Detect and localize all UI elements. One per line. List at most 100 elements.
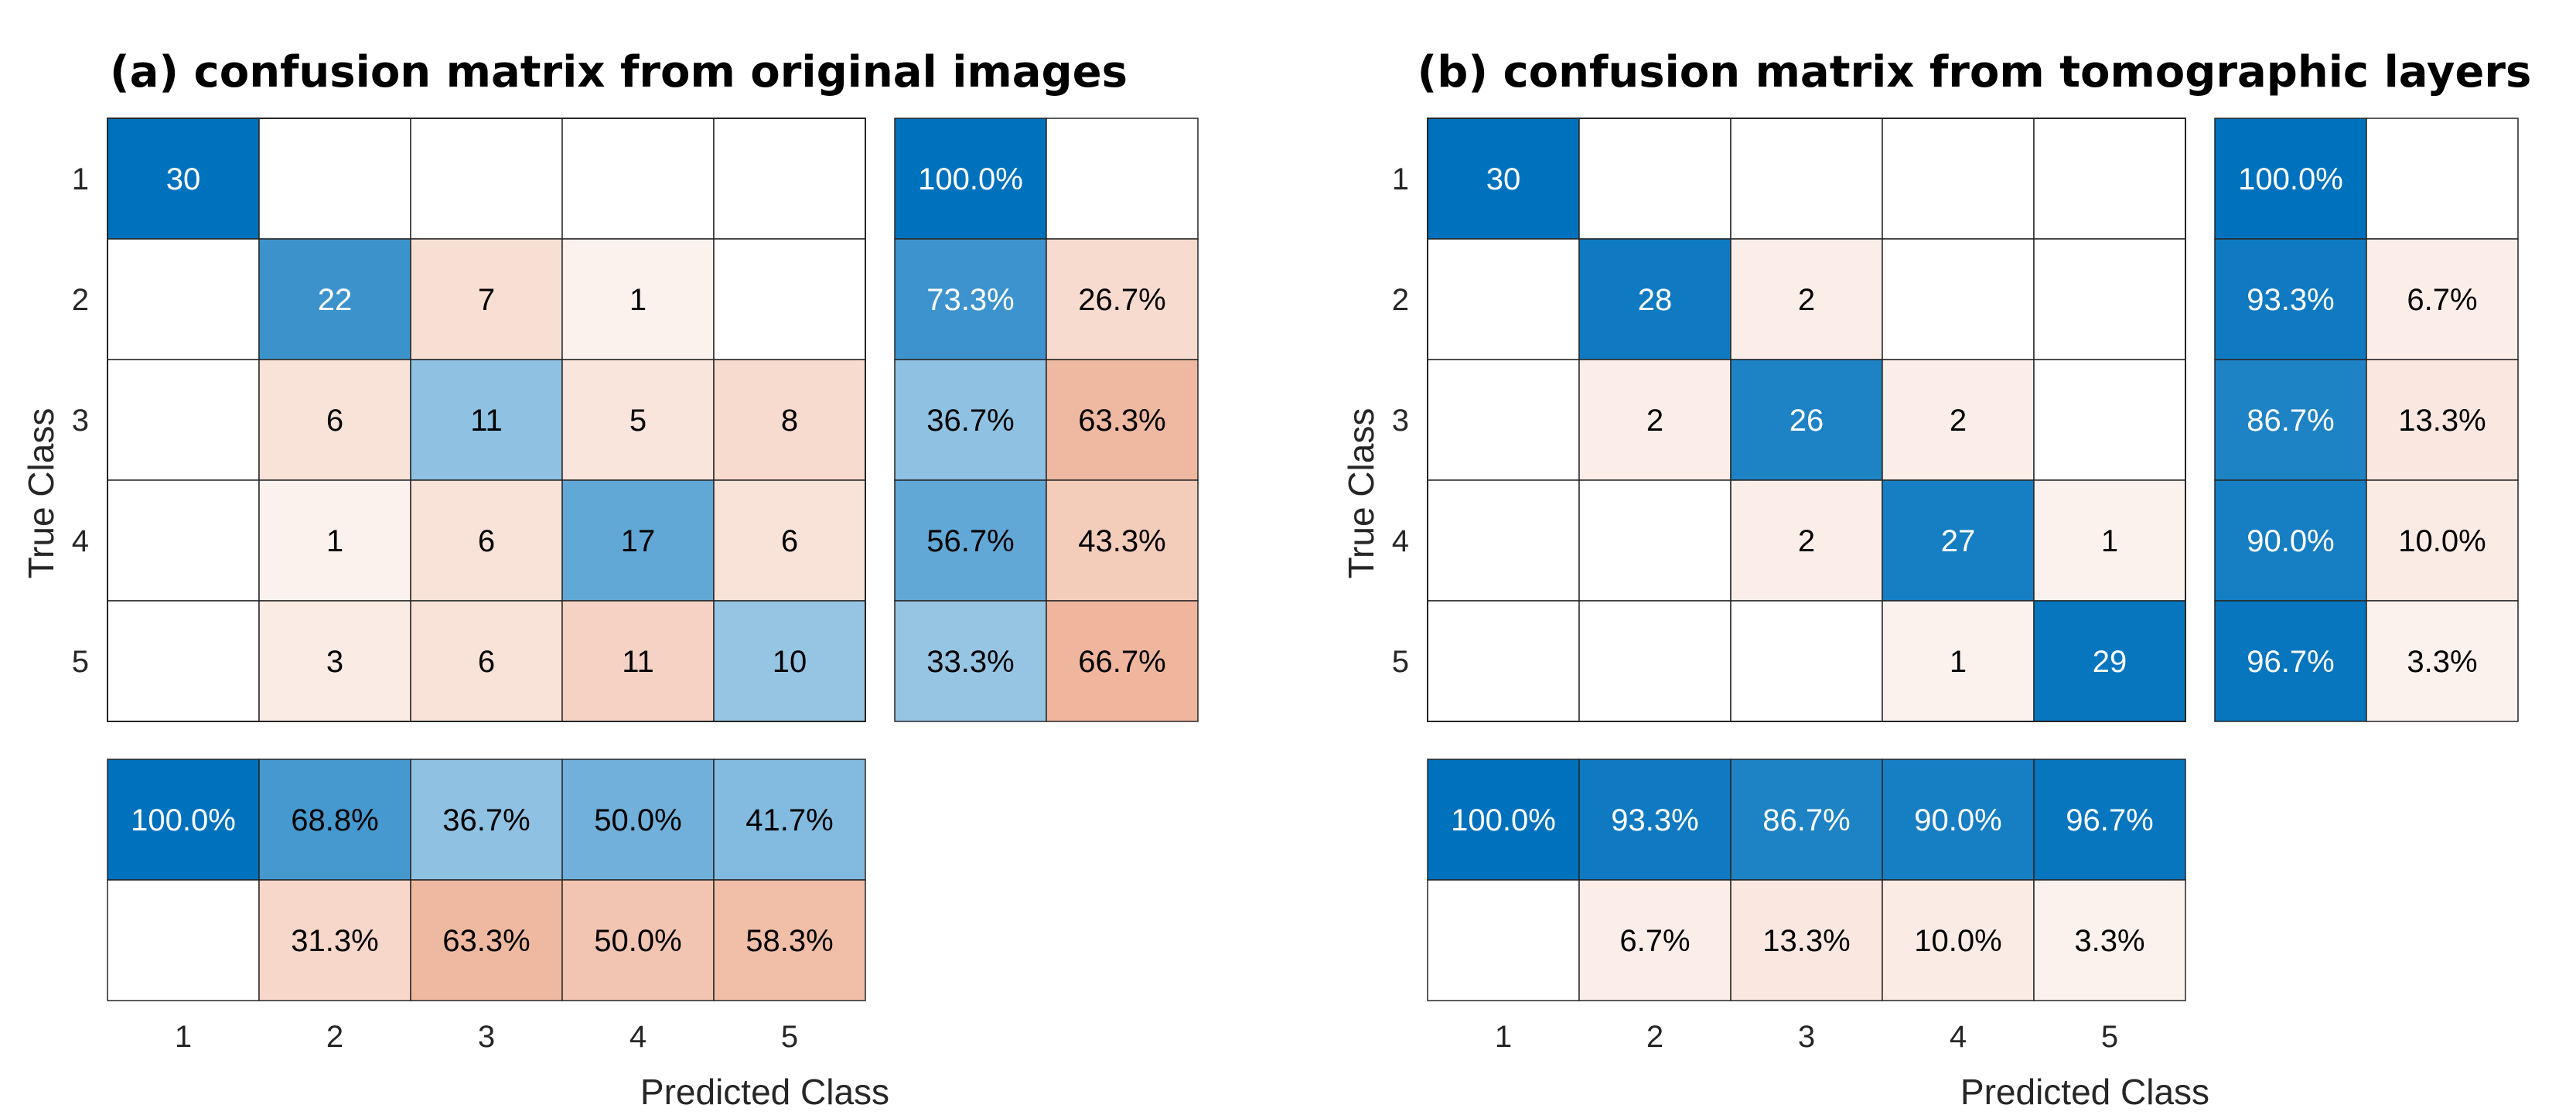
chart-0-cell-r4-c1-fill bbox=[107, 479, 260, 602]
chart-0-cell-r3-c2-label: 6 bbox=[326, 404, 343, 438]
chart-1-cell-r3-c5-fill bbox=[2033, 359, 2186, 481]
chart-1-row-summary-r2-incorrect-label: 6.7% bbox=[2407, 283, 2477, 317]
chart-1-col-summary-incorrect-c4-fill bbox=[1882, 879, 2035, 1001]
chart-1-cell-r1-c3 bbox=[1730, 118, 1883, 240]
chart-0-row-summary-r4-correct-label: 56.7% bbox=[926, 524, 1014, 558]
chart-0-cell-r3-c4-label: 5 bbox=[629, 404, 647, 438]
chart-0-row-summary-r1-incorrect bbox=[1046, 118, 1199, 240]
chart-1-col-summary-correct-c1: 100.0% bbox=[1427, 759, 1580, 881]
chart-1-row-summary-r4-incorrect-label: 10.0% bbox=[2398, 524, 2486, 558]
chart-1-x-tick-5: 5 bbox=[2101, 1020, 2118, 1054]
chart-0-col-summary-correct-c4-fill bbox=[561, 759, 715, 881]
chart-1-matrix-frame bbox=[1427, 118, 2186, 722]
chart-1-row-summary-r2-incorrect-fill bbox=[2366, 238, 2519, 360]
chart-0-cell-r3-c1-fill bbox=[107, 359, 260, 481]
chart-0-cell-r1-c3-fill bbox=[410, 118, 563, 240]
chart-1-row-summary-r4-correct: 90.0% bbox=[2214, 479, 2367, 602]
chart-0-col-summary-correct-c5-label: 41.7% bbox=[746, 803, 833, 837]
chart-1-cell-r5-c1-fill bbox=[1427, 600, 1580, 722]
chart-1-cell-r1-c5 bbox=[2033, 118, 2186, 240]
chart-1-cell-r1-c4 bbox=[1882, 118, 2035, 240]
chart-0-cell-r5-c3-fill bbox=[410, 600, 563, 722]
chart-0-y-tick-5: 5 bbox=[72, 645, 89, 679]
chart-0-cell-r4-c3-fill bbox=[410, 479, 563, 602]
chart-1-cell-r5-c2 bbox=[1578, 600, 1732, 722]
chart-1-cell-r2-c5-fill bbox=[2033, 238, 2186, 360]
chart-0-cell-r2-c3: 7 bbox=[410, 238, 563, 360]
chart-1-cell-r5-c3-fill bbox=[1730, 600, 1883, 722]
chart-1-col-summary-incorrect-c4-label: 10.0% bbox=[1914, 924, 2001, 958]
chart-1-cell-r1-c1: 30 bbox=[1427, 118, 1580, 240]
chart-1-col-summary-correct-c1-label: 100.0% bbox=[1451, 803, 1556, 837]
chart-1-cell-r1-c1-label: 30 bbox=[1486, 162, 1521, 196]
chart-0-cell-r5-c4: 11 bbox=[561, 600, 715, 722]
chart-1-row-summary-r1-correct: 100.0% bbox=[2214, 118, 2367, 240]
chart-1-x-tick-2: 2 bbox=[1646, 1020, 1663, 1054]
chart-1-cell-r1-c5-fill bbox=[2033, 118, 2186, 240]
chart-0-cell-r4-c1 bbox=[107, 479, 260, 602]
chart-0-cell-r3-c2: 6 bbox=[258, 359, 411, 481]
chart-0-cell-r5-c5: 10 bbox=[713, 600, 866, 722]
chart-0-cell-r3-c2-fill bbox=[258, 359, 411, 481]
chart-1-col-summary-incorrect-c2-label: 6.7% bbox=[1619, 924, 1690, 958]
chart-1-cell-r3-c2-fill bbox=[1578, 359, 1732, 481]
chart-1-col-summary-incorrect-c3: 13.3% bbox=[1730, 879, 1883, 1001]
chart-0-row-summary-r2-correct: 73.3% bbox=[894, 238, 1047, 360]
chart-1-cell-r2-c5 bbox=[2033, 238, 2186, 360]
chart-1-cell-r5-c4-label: 1 bbox=[1950, 645, 1967, 679]
chart-1-cell-r1-c2 bbox=[1578, 118, 1732, 240]
chart-0-cell-r1-c5-fill bbox=[713, 118, 866, 240]
chart-0-cell-r2-c4: 1 bbox=[561, 238, 715, 360]
chart-a: (a) confusion matrix from original image… bbox=[21, 47, 1199, 1112]
chart-1-cell-r5-c4-fill bbox=[1882, 600, 2035, 722]
chart-0-cell-r4-c4: 17 bbox=[561, 479, 715, 602]
chart-0-cell-r3-c1 bbox=[107, 359, 260, 481]
chart-0-cell-r2-c5 bbox=[713, 238, 866, 360]
chart-0-row-summary-r2-correct-label: 73.3% bbox=[926, 283, 1014, 317]
chart-1-row-summary-r3-correct: 86.7% bbox=[2214, 359, 2367, 481]
chart-1-col-summary-incorrect-c2: 6.7% bbox=[1578, 879, 1732, 1001]
chart-1-row-summary-r3-incorrect-label: 13.3% bbox=[2398, 404, 2486, 438]
chart-1-row-summary-r4-correct-label: 90.0% bbox=[2247, 524, 2334, 558]
chart-b-x-axis-label: Predicted Class bbox=[1960, 1072, 2209, 1112]
chart-0-row-summary-r5-incorrect: 66.7% bbox=[1046, 600, 1199, 722]
chart-1-cell-r3-c4: 2 bbox=[1882, 359, 2035, 481]
chart-0-row-summary-r5-correct-label: 33.3% bbox=[926, 645, 1014, 679]
chart-1-cell-r2-c2-label: 28 bbox=[1638, 283, 1673, 317]
chart-a-title: (a) confusion matrix from original image… bbox=[110, 47, 1128, 97]
chart-0-row-summary-r3-incorrect-fill bbox=[1046, 359, 1199, 481]
chart-0-cell-r1-c3 bbox=[410, 118, 563, 240]
chart-0-cell-r5-c4-label: 11 bbox=[622, 645, 654, 679]
chart-0-col-summary-incorrect-c2-fill bbox=[258, 879, 411, 1001]
chart-1-row-summary-r5-correct: 96.7% bbox=[2214, 600, 2367, 722]
chart-0-row-summary-r5-incorrect-fill bbox=[1046, 600, 1199, 722]
chart-0-x-tick-1: 1 bbox=[175, 1020, 192, 1054]
chart-1-cell-r4-c2-fill bbox=[1578, 479, 1732, 602]
chart-1-y-tick-2: 2 bbox=[1392, 283, 1409, 317]
chart-1-col-summary-correct-c4: 90.0% bbox=[1882, 759, 2035, 881]
chart-1-cell-r3-c5 bbox=[2033, 359, 2186, 481]
chart-0-col-summary-incorrect-c2: 31.3% bbox=[258, 879, 411, 1001]
chart-0-cell-r5-c4-fill bbox=[561, 600, 715, 722]
chart-0-cell-r3-c5: 8 bbox=[713, 359, 866, 481]
chart-1-row-summary-r1-correct-fill bbox=[2214, 118, 2367, 240]
chart-1-cell-r5-c5-label: 29 bbox=[2093, 645, 2127, 679]
chart-1-cell-r4-c3-label: 2 bbox=[1798, 524, 1815, 558]
chart-1-row-summary-r4-incorrect: 10.0% bbox=[2366, 479, 2519, 602]
chart-0-cell-r3-c5-label: 8 bbox=[781, 404, 798, 438]
chart-1-cell-r4-c5-label: 1 bbox=[2101, 524, 2118, 558]
chart-0-row-summary-r3-incorrect: 63.3% bbox=[1046, 359, 1199, 481]
chart-b-y-axis-label: True Class bbox=[1341, 408, 1381, 579]
chart-1-cell-r4-c2 bbox=[1578, 479, 1732, 602]
chart-0-col-summary-correct-c1: 100.0% bbox=[107, 759, 260, 881]
chart-0-cell-r2-c5-fill bbox=[713, 238, 866, 360]
chart-1-cell-r4-c1 bbox=[1427, 479, 1580, 602]
chart-0-row-summary-r1-correct-label: 100.0% bbox=[918, 162, 1023, 196]
chart-1-x-tick-4: 4 bbox=[1950, 1020, 1967, 1054]
chart-1-cell-r5-c5: 29 bbox=[2033, 600, 2186, 722]
chart-0-row-summary-r4-incorrect-fill bbox=[1046, 479, 1199, 602]
chart-0-row-summary-r5-correct-fill bbox=[894, 600, 1047, 722]
chart-1-cell-r2-c1-fill bbox=[1427, 238, 1580, 360]
chart-1-col-summary-incorrect-c1-fill bbox=[1427, 879, 1580, 1001]
